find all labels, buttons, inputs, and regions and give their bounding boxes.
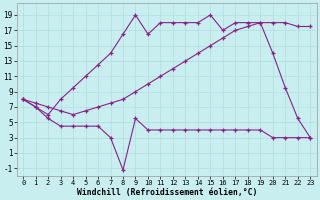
- X-axis label: Windchill (Refroidissement éolien,°C): Windchill (Refroidissement éolien,°C): [76, 188, 257, 197]
